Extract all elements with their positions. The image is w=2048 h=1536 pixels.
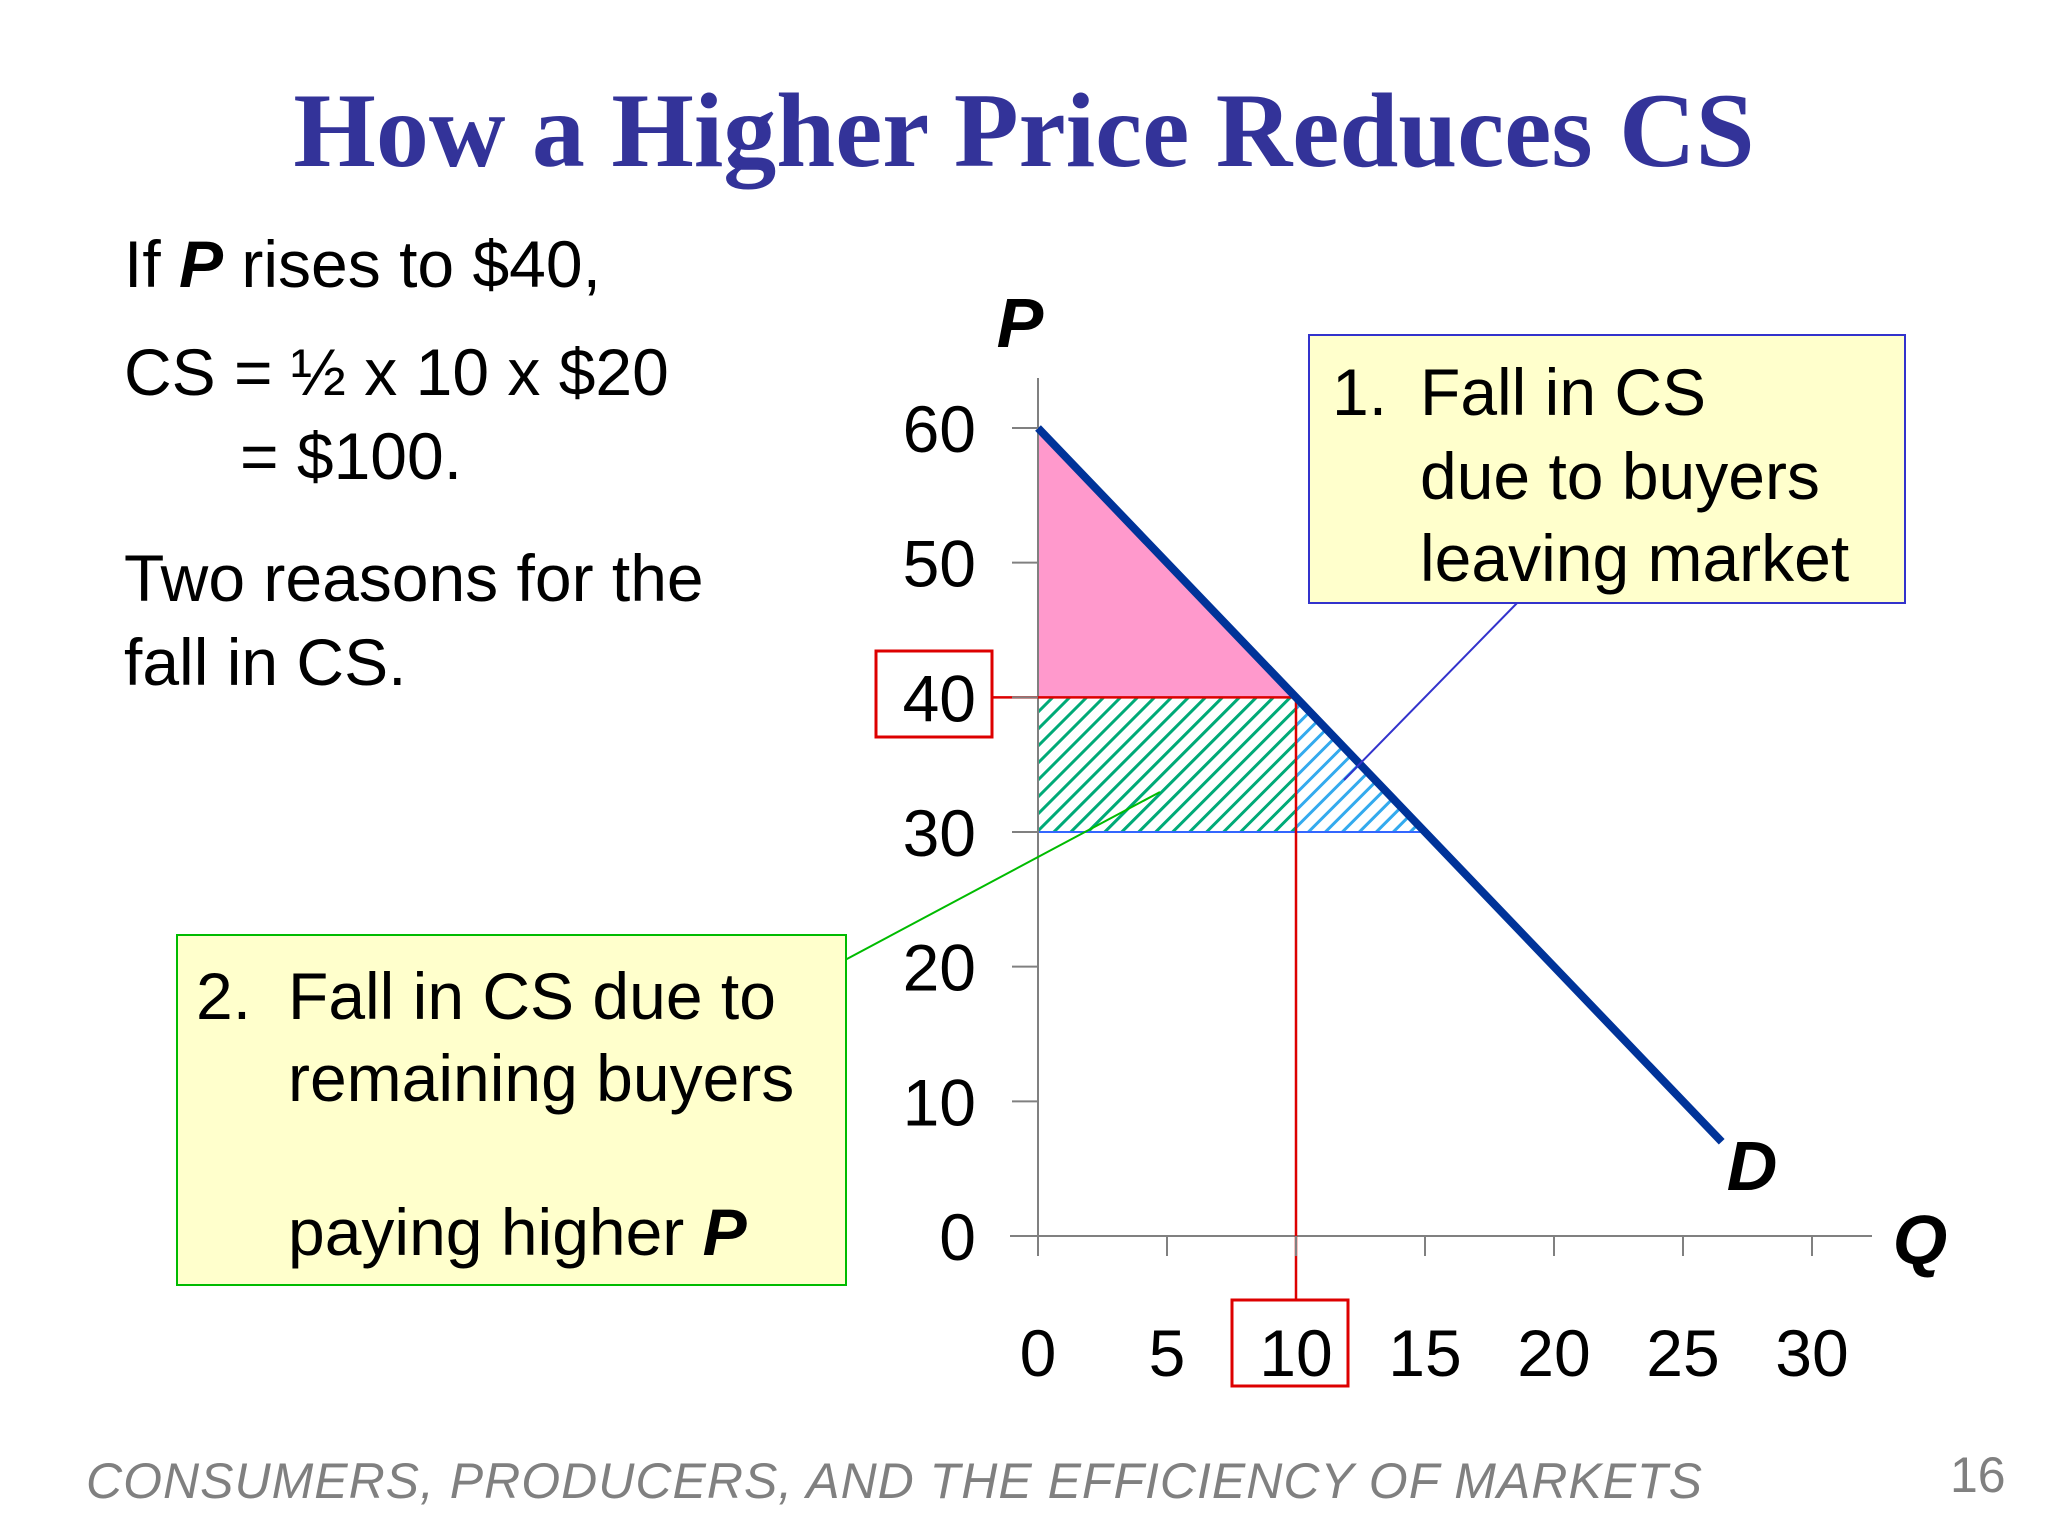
y-tick-label: 60 xyxy=(903,392,976,466)
x-axis-label: Q xyxy=(1893,1201,1947,1279)
callout-remaining-buyers: 2. Fall in CS due to remaining buyers pa… xyxy=(176,934,847,1286)
y-tick-label: 30 xyxy=(903,796,976,870)
callout2-line2: remaining buyers xyxy=(288,1041,795,1115)
y-tick-label: 40 xyxy=(903,661,976,735)
footer-text: CONSUMERS, PRODUCERS, AND THE EFFICIENCY… xyxy=(86,1453,1703,1509)
two-reasons-text: Two reasons for the xyxy=(124,541,704,615)
y-tick-label: 50 xyxy=(903,527,976,601)
cs-result-text: = $100. xyxy=(240,419,463,493)
fall-in-cs-text: fall in CS. xyxy=(124,625,407,699)
demand-curve xyxy=(1035,425,1725,1145)
callout1-line2: due to buyers xyxy=(1420,439,1820,513)
demand-curve-label: D xyxy=(1727,1127,1778,1205)
page-number: 16 xyxy=(1950,1447,2006,1503)
x-tick-label: 5 xyxy=(1149,1316,1186,1390)
callout2-line3: paying higher P xyxy=(288,1195,747,1269)
x-tick-label: 10 xyxy=(1259,1316,1332,1390)
y-axis-label: P xyxy=(997,284,1044,362)
callout1-pointer xyxy=(1343,599,1521,781)
y-tick-label: 10 xyxy=(903,1065,976,1139)
price-highlight-box xyxy=(874,649,994,739)
callout1-line1: Fall in CS xyxy=(1420,355,1707,429)
quantity-highlight-box xyxy=(1230,1298,1350,1388)
callout2-pointer xyxy=(844,791,1161,961)
cs-formula-text: CS = ½ x 10 x $20 xyxy=(124,335,669,409)
callout1-line3: leaving market xyxy=(1420,521,1850,595)
callout-buyers-leaving: 1. Fall in CS due to buyers leaving mark… xyxy=(1308,334,1906,604)
x-tick-label: 30 xyxy=(1775,1316,1848,1390)
x-tick-label: 15 xyxy=(1388,1316,1461,1390)
callout2-line1: Fall in CS due to xyxy=(288,959,776,1033)
x-tick-label: 25 xyxy=(1646,1316,1719,1390)
callout2-number: 2. xyxy=(196,959,252,1033)
slide-title: How a Higher Price Reduces CS xyxy=(293,72,1755,189)
price-rise-text: If P rises to $40, xyxy=(124,227,601,301)
x-tick-label: 0 xyxy=(1020,1316,1057,1390)
y-tick-label: 20 xyxy=(903,931,976,1005)
y-tick-label: 0 xyxy=(939,1200,976,1274)
x-tick-label: 20 xyxy=(1517,1316,1590,1390)
callout1-number: 1. xyxy=(1332,355,1388,429)
remaining-buyers-loss-region xyxy=(1038,697,1296,832)
